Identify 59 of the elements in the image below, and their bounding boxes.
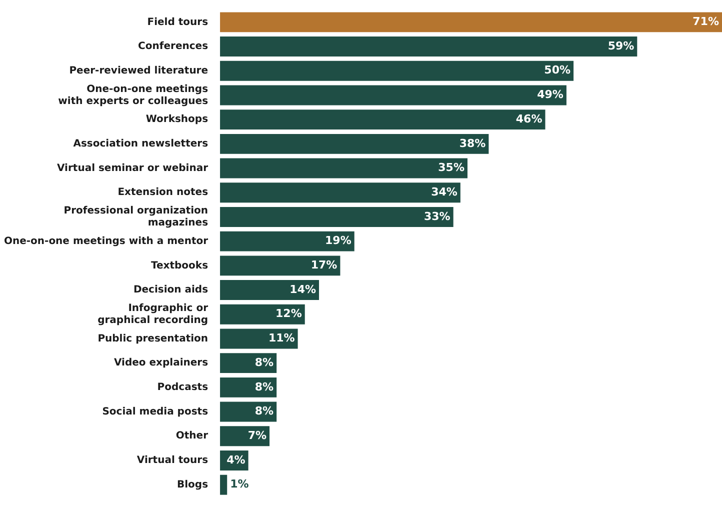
bar bbox=[220, 60, 574, 81]
y-tick-label: Extension notes bbox=[118, 187, 208, 198]
data-label: 11% bbox=[268, 332, 295, 345]
y-tick-label: Virtual seminar or webinar bbox=[56, 162, 208, 174]
y-tick-label: Podcasts bbox=[157, 382, 208, 394]
data-label: 4% bbox=[226, 453, 246, 466]
data-label: 7% bbox=[248, 428, 267, 442]
y-tick-label: Field tours bbox=[147, 16, 208, 28]
y-tick-label: Professional organization magazines bbox=[64, 206, 208, 229]
data-label: 59% bbox=[608, 39, 634, 52]
y-tick-label: Social media posts bbox=[102, 406, 208, 418]
bar bbox=[220, 304, 305, 324]
data-label: 38% bbox=[459, 136, 486, 150]
y-tick-label: Other bbox=[176, 430, 208, 442]
data-label: 35% bbox=[438, 161, 464, 174]
data-label: 50% bbox=[544, 64, 571, 77]
bar bbox=[220, 85, 566, 106]
data-label: 8% bbox=[254, 380, 274, 394]
bar bbox=[220, 158, 468, 178]
data-label: 33% bbox=[424, 210, 450, 223]
data-label: 49% bbox=[537, 88, 564, 102]
data-label: 1% bbox=[230, 478, 249, 491]
bar bbox=[220, 182, 460, 203]
data-label: 17% bbox=[310, 258, 338, 272]
y-tick-label: Workshops bbox=[146, 114, 208, 126]
y-tick-label: Association newsletters bbox=[73, 138, 208, 150]
bar bbox=[220, 36, 638, 57]
bar bbox=[220, 426, 270, 446]
data-label: 34% bbox=[431, 185, 458, 198]
bar bbox=[220, 231, 354, 252]
y-tick-label: One-on-one meetings with a mentor bbox=[4, 236, 208, 247]
bar bbox=[220, 353, 277, 374]
bar bbox=[220, 402, 277, 422]
y-tick-label: Infographic or graphical recording bbox=[98, 302, 208, 326]
bar bbox=[220, 256, 340, 276]
y-tick-label: Virtual tours bbox=[136, 455, 208, 466]
bar bbox=[220, 12, 722, 32]
data-label: 14% bbox=[290, 282, 316, 296]
data-label: 12% bbox=[276, 307, 302, 320]
data-label: 19% bbox=[325, 234, 352, 248]
bar bbox=[220, 377, 277, 398]
bar bbox=[220, 280, 320, 300]
y-tick-label: Peer-reviewed literature bbox=[69, 65, 208, 76]
data-label: 8% bbox=[254, 404, 274, 418]
y-tick-label: Blogs bbox=[176, 479, 208, 490]
y-tick-label: Conferences bbox=[138, 41, 208, 52]
y-tick-label: Public presentation bbox=[98, 333, 208, 344]
bar bbox=[220, 474, 228, 495]
data-label: 46% bbox=[516, 112, 542, 126]
data-label: 8% bbox=[254, 356, 274, 369]
bar bbox=[220, 110, 546, 130]
bar bbox=[220, 134, 489, 154]
bar bbox=[220, 206, 454, 227]
y-tick-label: Textbooks bbox=[151, 260, 208, 272]
y-tick-label: Decision aids bbox=[133, 284, 208, 296]
y-tick-label: One-on-one meetings with experts or colleagues bbox=[58, 84, 208, 107]
bar bbox=[220, 328, 298, 349]
y-tick-label: Video explainers bbox=[114, 358, 208, 369]
data-label: 71% bbox=[692, 15, 719, 28]
